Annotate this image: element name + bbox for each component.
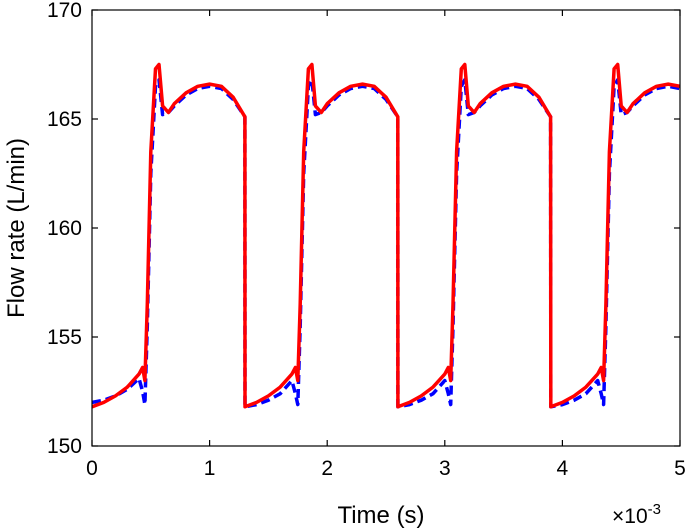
x-axis-label: Time (s) xyxy=(337,502,424,529)
x-tick-label: 1 xyxy=(204,457,216,480)
axis-ticks xyxy=(91,9,681,447)
x-tick-label: 2 xyxy=(321,457,333,480)
y-tick-label: 155 xyxy=(47,326,82,349)
x-tick-label: 5 xyxy=(674,457,685,480)
x-tick-label: 4 xyxy=(557,457,569,480)
dashed-series-line xyxy=(92,78,680,409)
y-axis-label: Flow rate (L/min) xyxy=(3,138,30,318)
x-tick-label: 3 xyxy=(439,457,451,480)
y-tick-label: 150 xyxy=(47,435,82,458)
x-multiplier-exponent: -3 xyxy=(648,501,661,518)
plot-lines xyxy=(92,62,680,409)
x-tick-label: 0 xyxy=(86,457,98,480)
solid-series-line xyxy=(92,62,680,409)
tick-labels: 0 1 2 3 4 5 150 155 160 165 170 xyxy=(47,0,685,480)
x-axis-multiplier: ×10-3 xyxy=(612,501,661,528)
y-tick-label: 165 xyxy=(47,108,82,131)
y-tick-label: 170 xyxy=(47,0,82,22)
x-multiplier-base: ×10 xyxy=(612,505,648,528)
y-tick-label: 160 xyxy=(47,217,82,240)
